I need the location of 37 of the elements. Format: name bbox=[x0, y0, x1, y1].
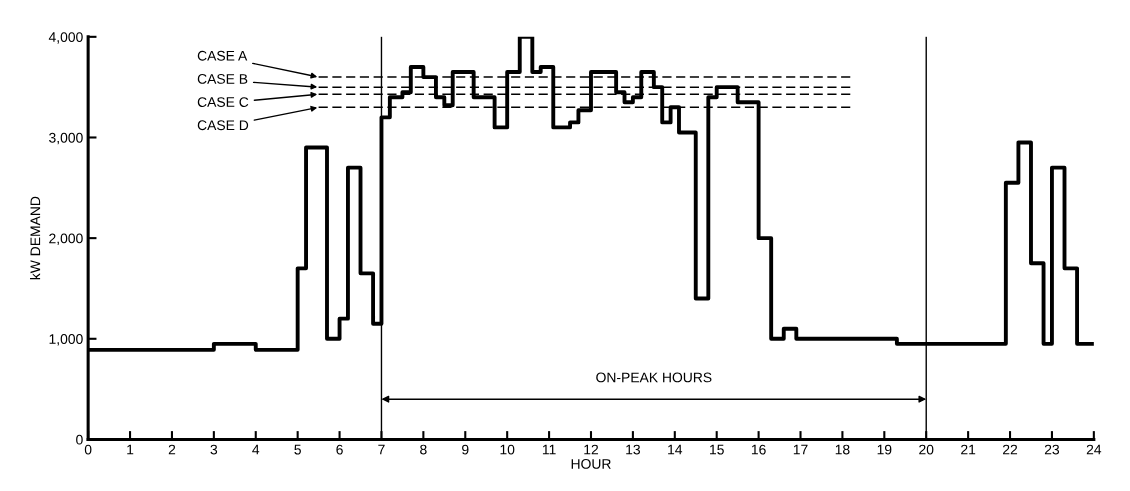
x-tick-label: 4 bbox=[252, 444, 260, 455]
annotation: ON-PEAK HOURS bbox=[596, 372, 712, 383]
y-tick-label: 0 bbox=[76, 434, 83, 445]
x-tick-label: 18 bbox=[835, 444, 850, 455]
x-tick-label: 19 bbox=[877, 444, 892, 455]
x-tick-label: 7 bbox=[378, 444, 385, 455]
x-tick-label: 13 bbox=[626, 444, 641, 455]
x-tick-label: 21 bbox=[961, 444, 976, 455]
y-tick-label: 3,000 bbox=[49, 132, 83, 145]
x-tick-label: 0 bbox=[84, 444, 92, 455]
x-tick-label: 9 bbox=[462, 444, 469, 455]
x-tick-label: 5 bbox=[294, 444, 301, 455]
x-tick-label: 24 bbox=[1086, 444, 1102, 455]
x-tick-label: 3 bbox=[210, 444, 218, 455]
x-tick-label: 15 bbox=[710, 444, 724, 455]
x-tick-label: 1 bbox=[127, 444, 134, 455]
x-tick-label: 2 bbox=[168, 444, 176, 455]
x-tick-label: 14 bbox=[668, 444, 683, 455]
x-tick-label: 10 bbox=[500, 444, 515, 455]
ref-line-label: CASE D bbox=[197, 120, 249, 131]
ref-line-label: CASE B bbox=[197, 74, 248, 84]
y-tick-label: 1,000 bbox=[49, 334, 83, 346]
x-tick-label: 20 bbox=[919, 444, 934, 455]
y-tick-label: 2,000 bbox=[49, 233, 83, 245]
x-tick-label: 22 bbox=[1003, 444, 1018, 455]
x-tick-label: 17 bbox=[793, 444, 808, 455]
x-tick-label: 16 bbox=[751, 444, 766, 455]
x-tick-label: 12 bbox=[584, 444, 599, 455]
x-tick-label: 23 bbox=[1044, 444, 1060, 455]
ref-line-label: CASE C bbox=[197, 97, 249, 107]
x-tick-label: 8 bbox=[420, 444, 427, 455]
ref-line-label: CASE A bbox=[197, 50, 248, 61]
y-axis-title: kW DEMAND bbox=[30, 196, 41, 280]
x-tick-label: 11 bbox=[542, 444, 556, 455]
x-axis-title: HOUR bbox=[571, 459, 611, 469]
y-tick-label: 4,000 bbox=[48, 32, 83, 44]
x-tick-label: 6 bbox=[336, 444, 343, 455]
